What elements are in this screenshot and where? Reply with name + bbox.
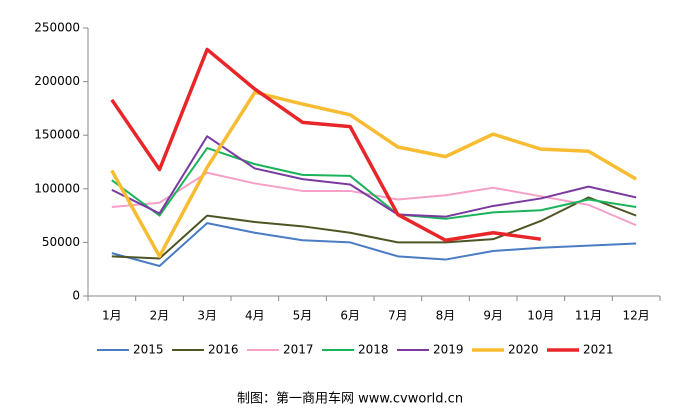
legend-label: 2018 [358,343,389,357]
legend-label: 2015 [133,343,164,357]
series-line [111,196,637,260]
x-tick-label: 2月 [150,309,170,323]
series-line [111,147,637,220]
series-line [111,222,637,267]
y-tick-label: 200000 [34,74,80,88]
x-tick-label: 12月 [623,309,650,323]
y-tick-label: 150000 [34,128,80,142]
series-line [110,90,638,259]
x-tick-label: 1月 [102,309,122,323]
x-tick-label: 3月 [197,309,217,323]
footer: 制图：第一商用车网 www.cvworld.cn [237,391,463,407]
series-line [111,135,637,218]
legend-label: 2016 [208,343,239,357]
legend-label: 2021 [583,343,614,357]
x-tick-label: 9月 [483,309,503,323]
x-tick-label: 8月 [436,309,456,323]
x-tick-label: 4月 [245,309,265,323]
y-tick-label: 0 [72,289,80,303]
legend-label: 2020 [508,343,539,357]
x-tick-label: 7月 [388,309,408,323]
x-tick-label: 10月 [527,309,554,323]
y-tick-label: 250000 [34,21,80,35]
x-tick-label: 11月 [575,309,602,323]
x-tick-label: 6月 [340,309,360,323]
y-tick-label: 50000 [42,235,80,249]
x-tick-label: 5月 [293,309,313,323]
legend-label: 2019 [433,343,464,357]
y-tick-label: 100000 [34,181,80,195]
series-line [110,47,542,243]
legend-label: 2017 [283,343,314,357]
